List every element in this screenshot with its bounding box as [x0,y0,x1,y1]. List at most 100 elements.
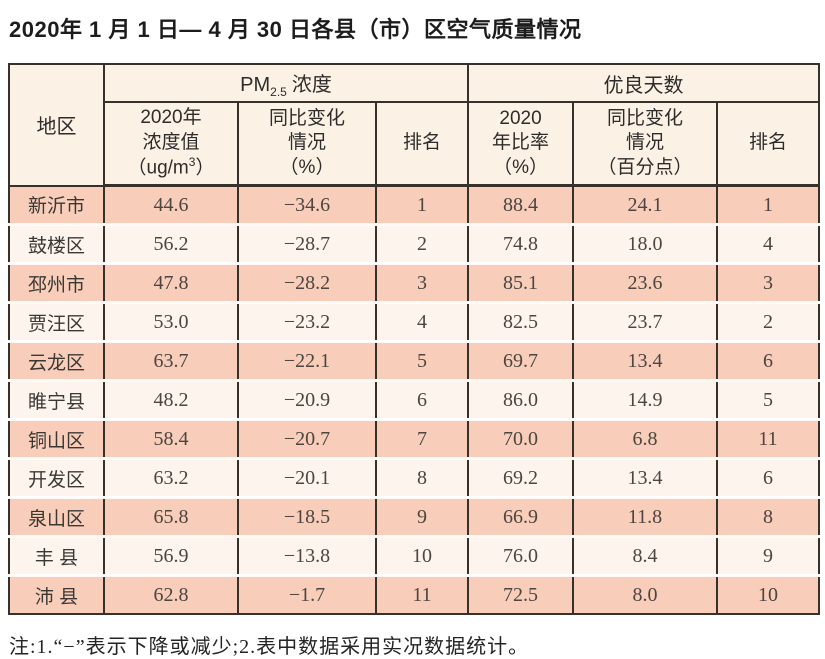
header-line: 情况 [287,132,326,154]
value-cell: −22.1 [237,340,377,381]
region-cell: 丰 县 [8,535,105,576]
value-cell: 76.0 [467,535,575,576]
header-line: （百分点） [597,156,693,178]
value-cell: −20.7 [237,418,377,459]
pm25-label-prefix: PM [240,73,271,96]
table-row: 新沂市 44.6 −34.6 1 88.4 24.1 1 [8,185,821,225]
value-cell: 69.2 [467,457,575,498]
value-cell: 74.8 [467,223,575,264]
value-cell: 63.2 [103,457,239,498]
table-row: 睢宁县 48.2 −20.9 6 86.0 14.9 5 [8,379,821,420]
rank-cell: 1 [374,185,470,225]
value-cell: 8.4 [572,535,719,576]
rank-cell: 6 [716,340,821,381]
value-cell: −28.2 [237,262,377,303]
value-cell: 18.0 [572,223,719,264]
table-row: 沛 县 62.8 −1.7 11 72.5 8.0 10 [8,574,821,614]
value-cell: −23.2 [237,301,377,342]
value-cell: 23.7 [572,301,719,342]
header-line: 同比变化 [607,108,684,130]
value-cell: 70.0 [467,418,575,459]
value-cell: 56.2 [103,223,239,264]
col-header-pm25-rank: 排名 [374,102,470,187]
header-line: 2020年 [140,107,202,129]
header-line: （%） [279,156,335,178]
value-cell: 24.1 [572,185,719,225]
value-cell: 47.8 [103,262,239,303]
value-cell: 58.4 [103,418,239,459]
rank-cell: 4 [374,301,470,342]
sub-header-row: 2020年 浓度值 （ug/m3） 同比变化 情况 （%） 排名 2020 年比… [9,102,821,187]
col-header-ratio-rank: 排名 [716,102,821,187]
value-cell: 88.4 [467,185,575,225]
value-cell: 48.2 [103,379,239,420]
value-cell: 86.0 [467,379,575,420]
value-cell: −18.5 [237,496,377,537]
pm25-label-subscript: 2.5 [270,84,287,99]
table-row: 丰 县 56.9 −13.8 10 76.0 8.4 9 [8,535,821,576]
rank-cell: 7 [374,418,470,459]
value-cell: 14.9 [572,379,719,420]
region-cell: 沛 县 [8,574,105,614]
region-cell: 睢宁县 [8,379,105,420]
value-cell: −13.8 [237,535,377,576]
table-row: 云龙区 63.7 −22.1 5 69.7 13.4 6 [8,340,821,381]
rank-cell: 10 [716,574,821,614]
table-row: 开发区 63.2 −20.1 8 69.2 13.4 6 [8,457,821,498]
rank-cell: 5 [374,340,470,381]
value-cell: 72.5 [467,574,575,614]
col-group-good-days: 优良天数 [467,64,821,103]
header-line: 年比率 [492,132,550,154]
air-quality-table: 地区 PM2.5 浓度 优良天数 2020年 浓度值 （ug/m3） 同比变化 情… [8,63,821,615]
pm25-label-suffix: 浓度 [291,73,332,96]
value-cell: −34.6 [237,185,377,225]
region-cell: 云龙区 [8,340,105,381]
region-cell: 鼓楼区 [8,223,105,264]
footnote: 注:1.“−”表示下降或减少;2.表中数据采用实况数据统计。 [9,636,530,658]
value-cell: −1.7 [237,574,377,614]
value-cell: 65.8 [103,496,239,537]
table-row: 贾汪区 53.0 −23.2 4 82.5 23.7 2 [8,301,821,342]
col-header-pm25-change: 同比变化 情况 （%） [237,102,377,187]
page-title: 2020年 1 月 1 日— 4 月 30 日各县（市）区空气质量情况 [9,17,582,42]
group-header-row: 地区 PM2.5 浓度 优良天数 [8,64,821,187]
col-group-pm25: PM2.5 浓度 [102,64,470,103]
rank-cell: 4 [716,223,821,264]
value-cell: 11.8 [572,496,719,537]
rank-cell: 3 [374,262,470,303]
col-header-ratio-change: 同比变化 情况 （百分点） [572,102,719,187]
rank-cell: 8 [716,496,821,537]
table-row: 鼓楼区 56.2 −28.7 2 74.8 18.0 4 [8,223,821,264]
value-cell: 53.0 [103,301,239,342]
table-header: 地区 PM2.5 浓度 优良天数 2020年 浓度值 （ug/m3） 同比变化 情… [8,64,821,187]
header-line: 情况 [626,132,665,154]
value-cell: 13.4 [572,457,719,498]
value-cell: 56.9 [103,535,239,576]
rank-cell: 6 [716,457,821,498]
header-line: 同比变化 [268,108,345,130]
value-cell: 8.0 [572,574,719,614]
region-cell: 新沂市 [8,185,105,225]
table-row: 泉山区 65.8 −18.5 9 66.9 11.8 8 [8,496,821,537]
rank-cell: 3 [716,262,821,303]
rank-cell: 5 [716,379,821,420]
rank-cell: 1 [716,185,821,225]
table-row: 铜山区 58.4 −20.7 7 70.0 6.8 11 [8,418,821,459]
value-cell: 6.8 [572,418,719,459]
region-cell: 泉山区 [8,496,105,537]
value-cell: −20.1 [237,457,377,498]
rank-cell: 9 [374,496,470,537]
rank-cell: 2 [716,301,821,342]
header-line: 浓度值 [142,131,200,153]
rank-cell: 11 [374,574,470,614]
region-cell: 开发区 [8,457,105,498]
value-cell: 66.9 [467,496,575,537]
value-cell: −20.9 [237,379,377,420]
header-line: （%） [493,156,548,178]
value-cell: 69.7 [467,340,575,381]
rank-cell: 11 [716,418,821,459]
col-header-region: 地区 [8,64,105,187]
col-header-ratio: 2020 年比率 （%） [467,102,575,187]
rank-cell: 10 [374,535,470,576]
